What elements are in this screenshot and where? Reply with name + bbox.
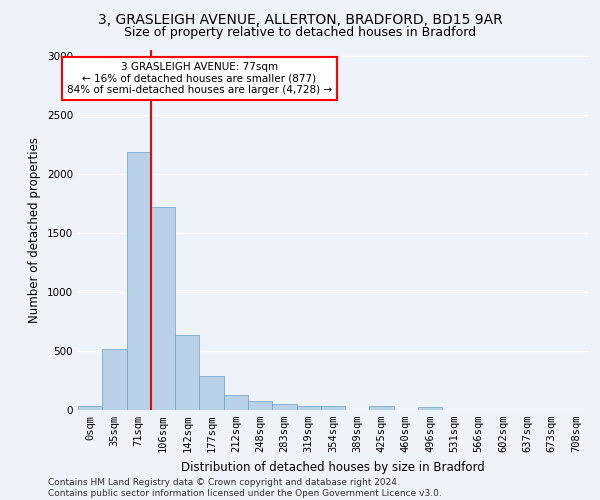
Text: Size of property relative to detached houses in Bradford: Size of property relative to detached ho… xyxy=(124,26,476,39)
Text: Contains HM Land Registry data © Crown copyright and database right 2024.
Contai: Contains HM Land Registry data © Crown c… xyxy=(48,478,442,498)
Text: 3 GRASLEIGH AVENUE: 77sqm
← 16% of detached houses are smaller (877)
84% of semi: 3 GRASLEIGH AVENUE: 77sqm ← 16% of detac… xyxy=(67,62,332,95)
Bar xyxy=(224,394,248,410)
Bar xyxy=(321,406,345,410)
Bar xyxy=(199,376,224,410)
Bar xyxy=(151,207,175,410)
Bar xyxy=(248,400,272,410)
Bar xyxy=(127,152,151,410)
Bar xyxy=(418,407,442,410)
Bar xyxy=(102,348,127,410)
Bar xyxy=(175,335,199,410)
Bar xyxy=(370,406,394,410)
Bar xyxy=(296,406,321,410)
Bar xyxy=(272,404,296,410)
Text: 3, GRASLEIGH AVENUE, ALLERTON, BRADFORD, BD15 9AR: 3, GRASLEIGH AVENUE, ALLERTON, BRADFORD,… xyxy=(98,12,502,26)
Y-axis label: Number of detached properties: Number of detached properties xyxy=(28,137,41,323)
Bar xyxy=(78,406,102,410)
X-axis label: Distribution of detached houses by size in Bradford: Distribution of detached houses by size … xyxy=(181,460,485,473)
